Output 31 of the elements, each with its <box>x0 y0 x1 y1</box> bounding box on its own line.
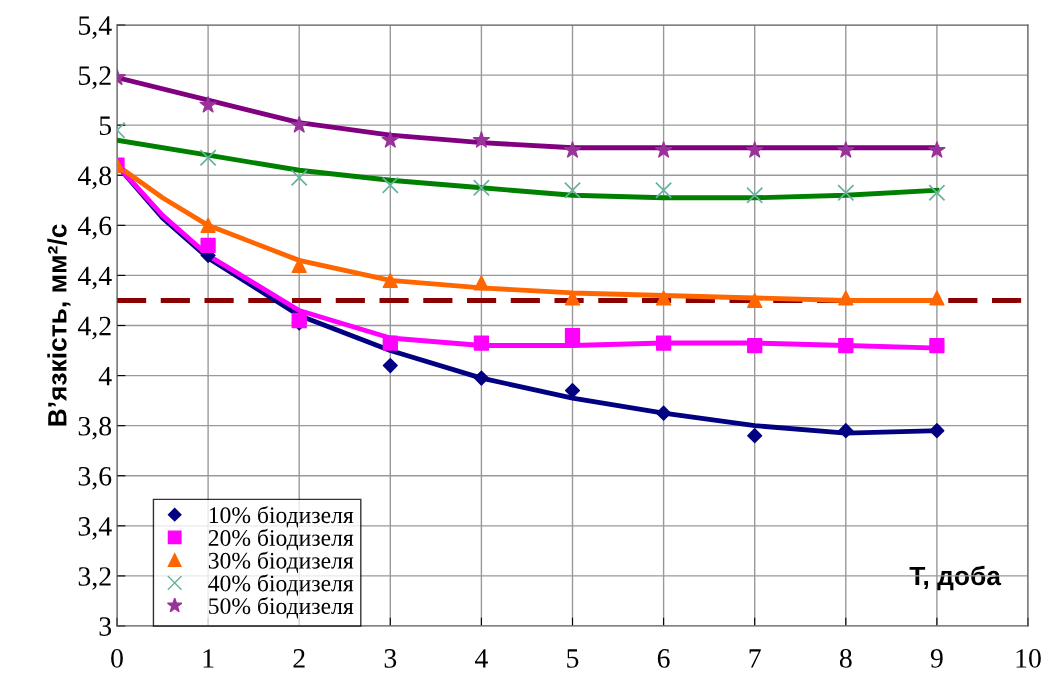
y-tick-label: 4,8 <box>77 166 112 190</box>
y-tick-label: 5 <box>99 116 112 136</box>
y-tick-label: 4,4 <box>77 266 112 290</box>
y-tick-label: 3,4 <box>78 517 112 540</box>
legend-label: 20% біодизеля <box>208 528 354 551</box>
y-tick-label: 4 <box>98 366 112 386</box>
legend-label: 10% біодизеля <box>209 506 354 528</box>
x-axis-title: T, доба <box>909 565 1002 591</box>
x-tick-label: 10 <box>1016 649 1041 668</box>
legend-label: 30% біодизеля <box>208 551 354 573</box>
y-tick-label: 3,2 <box>78 567 111 590</box>
x-tick-label: 0 <box>111 649 123 668</box>
x-tick-label: 4 <box>475 649 488 668</box>
y-tick-label: 4,6 <box>77 216 112 240</box>
x-tick-label: 2 <box>293 649 305 668</box>
y-tick-label: 3 <box>99 617 112 636</box>
y-tick-label: 3,6 <box>78 466 112 490</box>
y-tick-label: 5,2 <box>79 66 111 89</box>
legend-label: 40% біодизеля <box>208 574 354 596</box>
x-tick-label: 6 <box>657 649 670 668</box>
x-tick-label: 9 <box>930 649 943 668</box>
x-tick-label: 8 <box>839 649 852 668</box>
x-tick-label: 7 <box>749 649 761 668</box>
x-tick-label: 5 <box>567 649 579 668</box>
x-tick-label: 1 <box>203 649 214 668</box>
x-tick-label: 3 <box>384 649 397 668</box>
y-tick-label: 4,2 <box>77 316 111 340</box>
y-tick-label: 3,8 <box>78 416 112 440</box>
y-axis-title: В’язкість, мм²/с <box>47 224 71 426</box>
legend-label: 50% біодизеля <box>209 596 354 619</box>
y-tick-label: 5,4 <box>79 16 112 39</box>
